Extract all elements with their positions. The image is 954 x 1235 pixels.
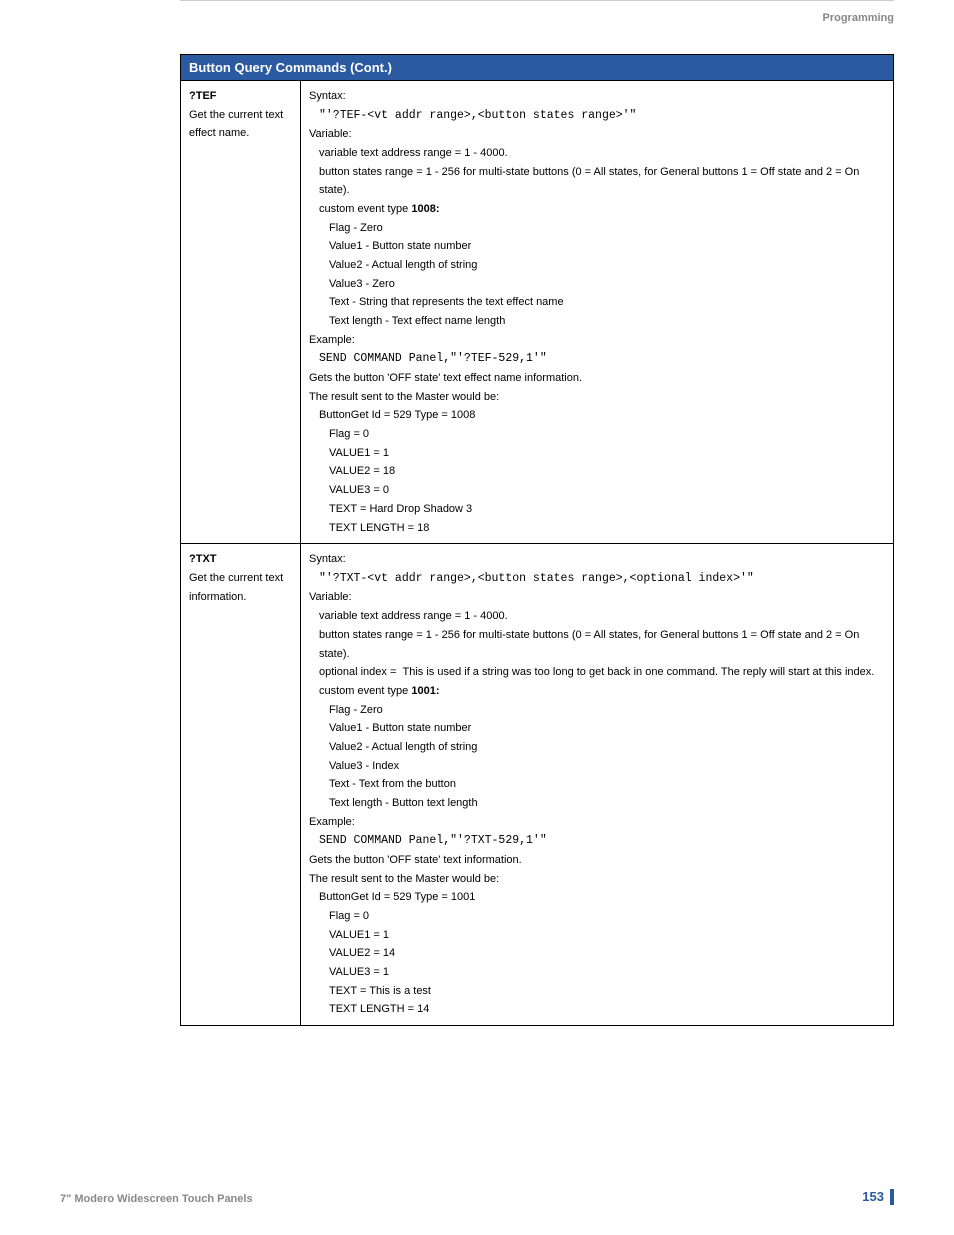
cmd-name: ?TXT [189, 553, 217, 565]
r-tlen: TEXT LENGTH = 18 [309, 519, 885, 538]
cmd-cell: ?TEF Get the current text effect name. [181, 81, 301, 544]
evt-txt: Text - Text from the button [309, 775, 885, 794]
syntax-label: Syntax: [309, 553, 346, 565]
header-section: Programming [60, 12, 894, 24]
r-v1: VALUE1 = 1 [309, 926, 885, 945]
evt-label: custom event type [319, 203, 408, 215]
page-number: 153 [862, 1189, 894, 1205]
variable-label: Variable: [309, 591, 352, 603]
evt-v3: Value3 - Index [309, 757, 885, 776]
commands-table: Button Query Commands (Cont.) ?TEF Get t… [180, 54, 894, 1026]
evt-v2: Value2 - Actual length of string [309, 738, 885, 757]
evt-v1: Value1 - Button state number [309, 719, 885, 738]
var-line: variable text address range = 1 - 4000. [309, 144, 885, 163]
evt-line: custom event type 1008: [309, 200, 885, 219]
detail-cell: Syntax: "'?TXT-<vt addr range>,<button s… [301, 544, 894, 1026]
evt-v2: Value2 - Actual length of string [309, 256, 885, 275]
cmd-desc: Get the current text information. [189, 572, 283, 603]
syntax: "'?TXT-<vt addr range>,<button states ra… [309, 569, 885, 589]
r-v2: VALUE2 = 18 [309, 462, 885, 481]
content: Button Query Commands (Cont.) ?TEF Get t… [60, 54, 894, 1026]
r-v3: VALUE3 = 0 [309, 481, 885, 500]
evt-v3: Value3 - Zero [309, 275, 885, 294]
example-code: SEND COMMAND Panel,"'?TXT-529,1'" [309, 831, 885, 851]
evt-label: custom event type [319, 685, 408, 697]
evt-flag: Flag - Zero [309, 219, 885, 238]
example-code: SEND COMMAND Panel,"'?TEF-529,1'" [309, 349, 885, 369]
r-bg: ButtonGet Id = 529 Type = 1008 [309, 406, 885, 425]
example-label: Example: [309, 816, 355, 828]
evt-tlen: Text length - Button text length [309, 794, 885, 813]
result-line: The result sent to the Master would be: [309, 873, 499, 885]
evt-line: custom event type 1001: [309, 682, 885, 701]
var-line: optional index = This is used if a strin… [309, 663, 885, 682]
r-v2: VALUE2 = 14 [309, 944, 885, 963]
syntax: "'?TEF-<vt addr range>,<button states ra… [309, 106, 885, 126]
r-bg: ButtonGet Id = 529 Type = 1001 [309, 888, 885, 907]
cmd-desc: Get the current text effect name. [189, 109, 283, 140]
table-row: ?TXT Get the current text information. S… [181, 544, 894, 1026]
r-v1: VALUE1 = 1 [309, 444, 885, 463]
table-title: Button Query Commands (Cont.) [181, 55, 894, 81]
var-line: button states range = 1 - 256 for multi-… [309, 626, 885, 663]
r-tlen: TEXT LENGTH = 14 [309, 1000, 885, 1019]
top-rule [60, 0, 894, 4]
r-txt: TEXT = Hard Drop Shadow 3 [309, 500, 885, 519]
cmd-name: ?TEF [189, 90, 217, 102]
evt-flag: Flag - Zero [309, 701, 885, 720]
detail-cell: Syntax: "'?TEF-<vt addr range>,<button s… [301, 81, 894, 544]
evt-v1: Value1 - Button state number [309, 237, 885, 256]
var3a: optional index = [319, 666, 396, 678]
gets-line: Gets the button 'OFF state' text informa… [309, 854, 522, 866]
table-row: ?TEF Get the current text effect name. S… [181, 81, 894, 544]
example-label: Example: [309, 334, 355, 346]
syntax-label: Syntax: [309, 90, 346, 102]
gets-line: Gets the button 'OFF state' text effect … [309, 372, 582, 384]
footer: 7" Modero Widescreen Touch Panels 153 [60, 1189, 894, 1205]
page: Programming Button Query Commands (Cont.… [0, 0, 954, 1235]
r-flag: Flag = 0 [309, 907, 885, 926]
r-txt: TEXT = This is a test [309, 982, 885, 1001]
var-line: button states range = 1 - 256 for multi-… [309, 163, 885, 200]
r-flag: Flag = 0 [309, 425, 885, 444]
evt-txt: Text - String that represents the text e… [309, 293, 885, 312]
result-line: The result sent to the Master would be: [309, 391, 499, 403]
var3b: This is used if a string was too long to… [403, 666, 875, 678]
variable-label: Variable: [309, 128, 352, 140]
var-line: variable text address range = 1 - 4000. [309, 607, 885, 626]
evt-tlen: Text length - Text effect name length [309, 312, 885, 331]
r-v3: VALUE3 = 1 [309, 963, 885, 982]
evt-num: 1008: [411, 203, 439, 215]
evt-num: 1001: [411, 685, 439, 697]
cmd-cell: ?TXT Get the current text information. [181, 544, 301, 1026]
footer-title: 7" Modero Widescreen Touch Panels [60, 1193, 253, 1205]
